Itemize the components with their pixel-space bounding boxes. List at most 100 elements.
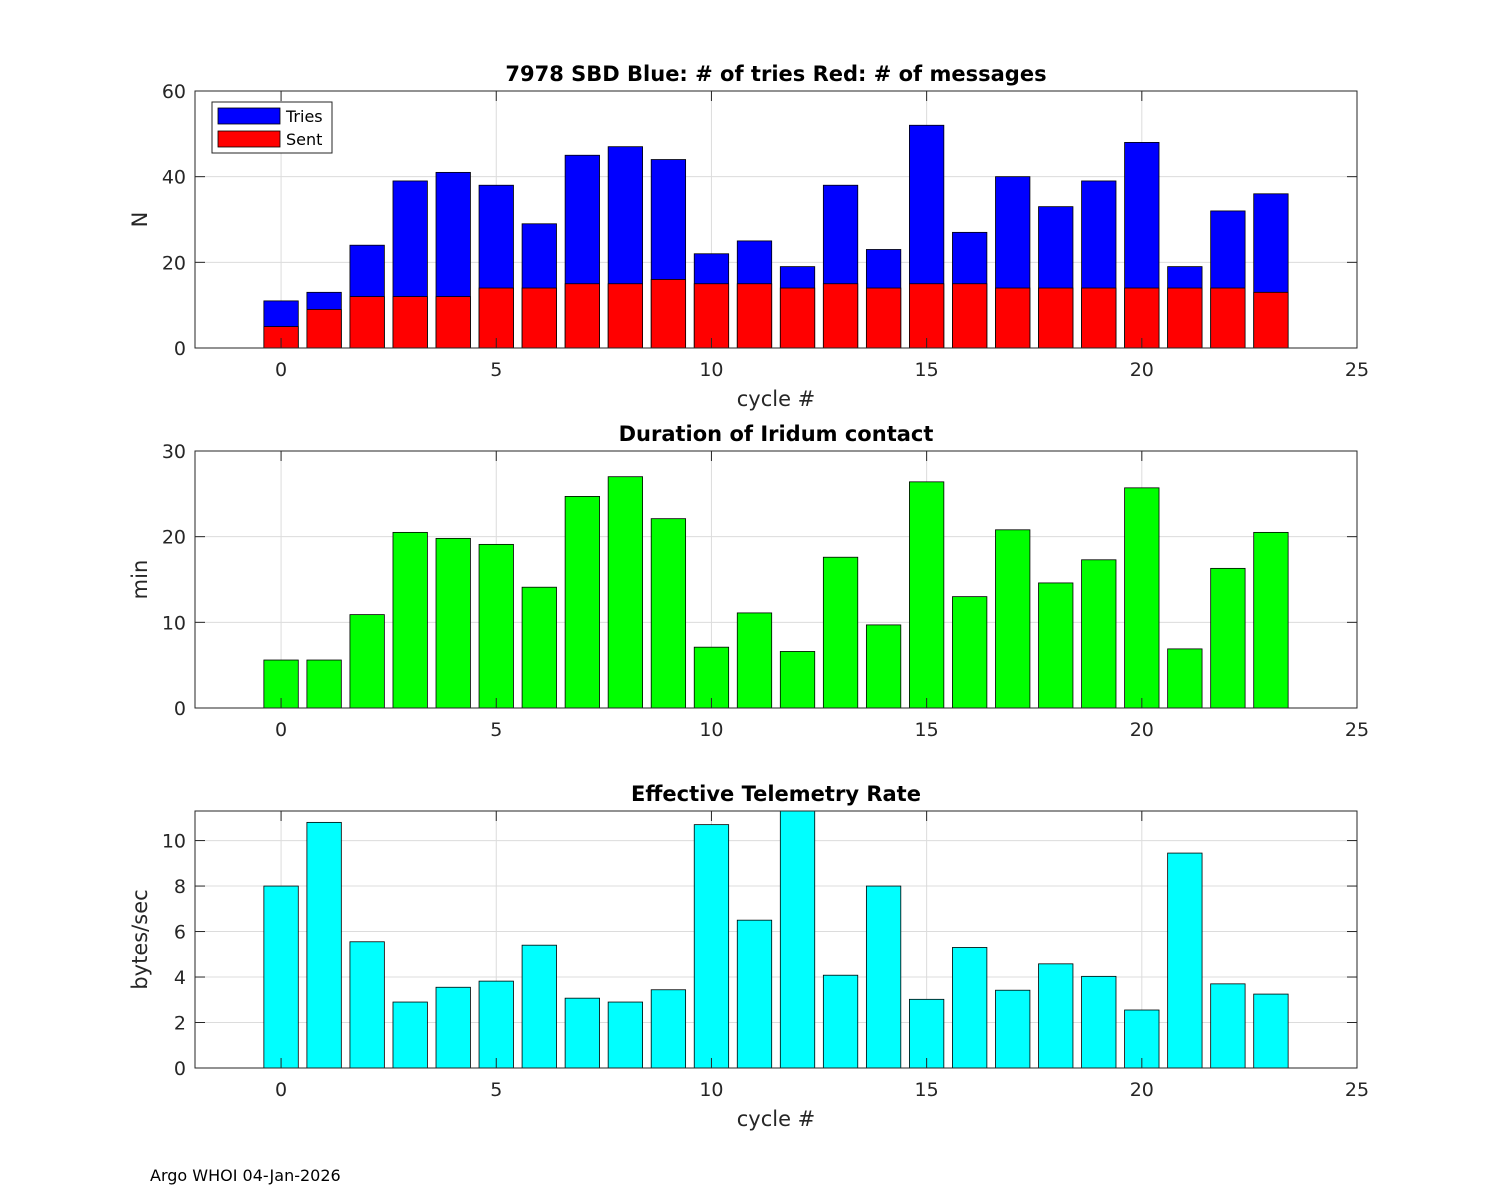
chart-title: 7978 SBD Blue: # of tries Red: # of mess… bbox=[505, 62, 1046, 86]
bar-rate-15 bbox=[909, 998, 945, 1069]
x-tick-label: 0 bbox=[275, 1079, 287, 1101]
footer-credit: Argo WHOI 04-Jan-2026 bbox=[150, 1166, 341, 1185]
bar-sent-23 bbox=[1253, 291, 1289, 349]
bar-duration-1 bbox=[306, 659, 342, 709]
bar-rate-22 bbox=[1210, 983, 1246, 1069]
bar-duration-22 bbox=[1210, 567, 1246, 709]
bar-duration-8 bbox=[607, 476, 643, 709]
bar-sent-1 bbox=[306, 309, 342, 349]
bar-rate-13 bbox=[822, 974, 859, 1069]
chart-panel-3: 0 5 10 15 20 25 0 2 4 6 8 10 Effective Telemetry Rat… bbox=[128, 782, 1369, 1131]
bar-duration-7 bbox=[564, 496, 600, 709]
bar-duration-19 bbox=[1081, 559, 1117, 709]
chart-title: Duration of Iridum contact bbox=[619, 422, 934, 446]
y-tick-label: 2 bbox=[174, 1013, 186, 1035]
bar-duration-3 bbox=[392, 531, 428, 709]
plot-area bbox=[195, 451, 1357, 708]
bar-duration-13 bbox=[822, 556, 859, 709]
bar-sent-11 bbox=[736, 283, 773, 349]
y-axis-label: N bbox=[128, 212, 152, 228]
x-tick-label: 20 bbox=[1130, 719, 1154, 741]
bar-sent-10 bbox=[693, 283, 730, 349]
bar-rate-20 bbox=[1124, 1009, 1160, 1069]
y-tick-label: 0 bbox=[174, 338, 186, 360]
axes-box bbox=[194, 90, 1358, 349]
legend-label-sent: Sent bbox=[286, 130, 322, 149]
x-tick-label: 5 bbox=[490, 1079, 502, 1101]
bar-sent-8 bbox=[607, 283, 643, 349]
plot-area bbox=[195, 811, 1357, 1068]
bar-rate-8 bbox=[607, 1001, 643, 1069]
legend-swatch-sent bbox=[217, 130, 281, 148]
x-tick-label: 25 bbox=[1345, 359, 1369, 381]
x-tick-label: 20 bbox=[1130, 359, 1154, 381]
plot-area bbox=[195, 91, 1357, 348]
chart-title: Effective Telemetry Rate bbox=[631, 782, 921, 806]
bar-duration-23 bbox=[1253, 531, 1289, 709]
y-tick-label: 8 bbox=[174, 876, 186, 898]
bar-duration-2 bbox=[349, 614, 385, 709]
bar-sent-15 bbox=[909, 283, 945, 349]
y-axis-label: bytes/sec bbox=[128, 889, 152, 989]
bar-rate-9 bbox=[650, 989, 687, 1069]
x-tick-label: 10 bbox=[699, 1079, 723, 1101]
bar-rate-16 bbox=[952, 947, 988, 1069]
y-tick-label: 40 bbox=[162, 167, 186, 189]
bar-sent-17 bbox=[995, 287, 1031, 349]
y-tick-label: 10 bbox=[162, 831, 186, 853]
x-tick-label: 15 bbox=[915, 359, 939, 381]
bar-rate-14 bbox=[865, 885, 902, 1069]
chart-panel-1: 0 5 10 15 20 25 0 20 40 60 7978 SBD Blue: # of tri… bbox=[128, 62, 1369, 411]
x-tick-label: 0 bbox=[275, 359, 287, 381]
bar-sent-2 bbox=[349, 296, 385, 349]
x-tick-label: 25 bbox=[1345, 719, 1369, 741]
bar-rate-23 bbox=[1253, 993, 1289, 1069]
bar-sent-21 bbox=[1167, 287, 1203, 349]
bar-rate-17 bbox=[995, 989, 1031, 1069]
bar-rate-18 bbox=[1038, 963, 1074, 1069]
y-axis-label: min bbox=[128, 560, 152, 600]
x-tick-label: 5 bbox=[490, 719, 502, 741]
bar-sent-22 bbox=[1210, 287, 1246, 349]
bar-sent-6 bbox=[521, 287, 557, 349]
bar-duration-10 bbox=[693, 646, 730, 709]
axes-box bbox=[194, 810, 1358, 1069]
x-tick-label: 20 bbox=[1130, 1079, 1154, 1101]
bar-sent-14 bbox=[865, 287, 902, 349]
bar-sent-4 bbox=[435, 296, 471, 349]
bar-rate-19 bbox=[1081, 975, 1117, 1069]
x-tick-label: 15 bbox=[915, 1079, 939, 1101]
bar-rate-4 bbox=[435, 986, 471, 1069]
legend-label-tries: Tries bbox=[285, 107, 323, 126]
bar-sent-13 bbox=[822, 283, 859, 349]
bar-rate-21 bbox=[1167, 852, 1203, 1069]
bar-duration-21 bbox=[1167, 648, 1203, 709]
y-tick-label: 0 bbox=[174, 1058, 186, 1080]
bar-duration-17 bbox=[995, 529, 1031, 709]
bar-rate-5 bbox=[478, 980, 514, 1069]
bar-duration-5 bbox=[478, 543, 514, 709]
bar-duration-20 bbox=[1124, 487, 1160, 709]
axes-box bbox=[194, 450, 1358, 709]
bar-sent-16 bbox=[952, 283, 988, 349]
bar-rate-11 bbox=[736, 919, 773, 1069]
bar-duration-4 bbox=[435, 537, 471, 709]
y-tick-label: 60 bbox=[162, 81, 186, 103]
bar-sent-9 bbox=[650, 279, 687, 349]
x-tick-label: 10 bbox=[699, 359, 723, 381]
bar-rate-0 bbox=[263, 885, 299, 1069]
y-tick-label: 10 bbox=[162, 612, 186, 634]
x-axis-label: cycle # bbox=[737, 1107, 816, 1131]
bar-rate-12 bbox=[779, 810, 816, 1069]
y-tick-label: 0 bbox=[174, 698, 186, 720]
x-tick-label: 5 bbox=[490, 359, 502, 381]
x-tick-label: 10 bbox=[699, 719, 723, 741]
y-tick-label: 20 bbox=[162, 252, 186, 274]
y-tick-label: 6 bbox=[174, 922, 186, 944]
legend: Tries Sent bbox=[211, 101, 333, 154]
bar-duration-18 bbox=[1038, 582, 1074, 709]
bar-duration-15 bbox=[909, 481, 945, 709]
bar-sent-3 bbox=[392, 296, 428, 349]
bar-rate-10 bbox=[693, 824, 730, 1069]
